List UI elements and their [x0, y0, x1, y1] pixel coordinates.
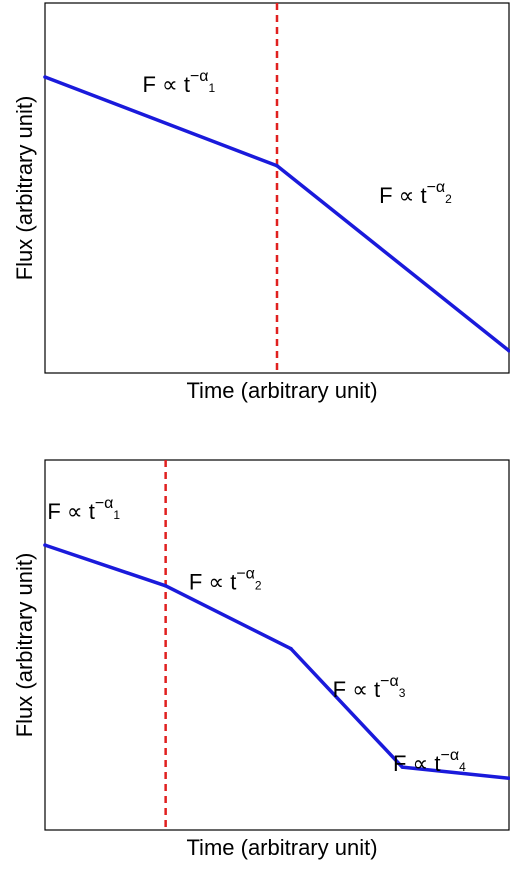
plot-frame	[44, 459, 510, 831]
flux-series-point	[400, 765, 405, 769]
power-law-annotation: F ∝ t−α1	[142, 68, 215, 97]
flux-series-point	[507, 349, 510, 353]
x-axis-label: Time (arbitrary unit)	[186, 378, 377, 403]
power-law-annotation: F ∝ t−α3	[333, 673, 406, 702]
flux-series-point	[289, 646, 293, 651]
plot-marks: F ∝ t−α1 F ∝ t−α2 F ∝ t−α3 F ∝ t−α4	[43, 460, 510, 830]
y-axis-label: Flux (arbitrary unit)	[12, 553, 37, 738]
flux-series-point	[43, 543, 47, 547]
flux-series-point	[275, 164, 279, 168]
power-law-annotation: F ∝ t−α4	[393, 747, 466, 776]
power-law-annotation: F ∝ t−α2	[379, 179, 452, 208]
power-law-annotation: F ∝ t−α2	[189, 566, 262, 595]
panel-top: F ∝ t−α1 F ∝ t−α2 Time (arbitrary unit) F…	[12, 2, 510, 403]
plot-marks: F ∝ t−α1 F ∝ t−α2	[43, 3, 510, 373]
x-axis-label: Time (arbitrary unit)	[186, 835, 377, 860]
flux-series-point	[507, 776, 510, 780]
flux-series-line	[44, 543, 510, 780]
power-law-annotation: F ∝ t−α1	[47, 495, 120, 524]
y-axis-label: Flux (arbitrary unit)	[12, 96, 37, 281]
panel-bottom: F ∝ t−α1 F ∝ t−α2 F ∝ t−α3 F ∝ t−α4 Time (a…	[12, 459, 510, 860]
flux-series-point	[43, 75, 47, 79]
flux-series-point	[163, 584, 168, 588]
